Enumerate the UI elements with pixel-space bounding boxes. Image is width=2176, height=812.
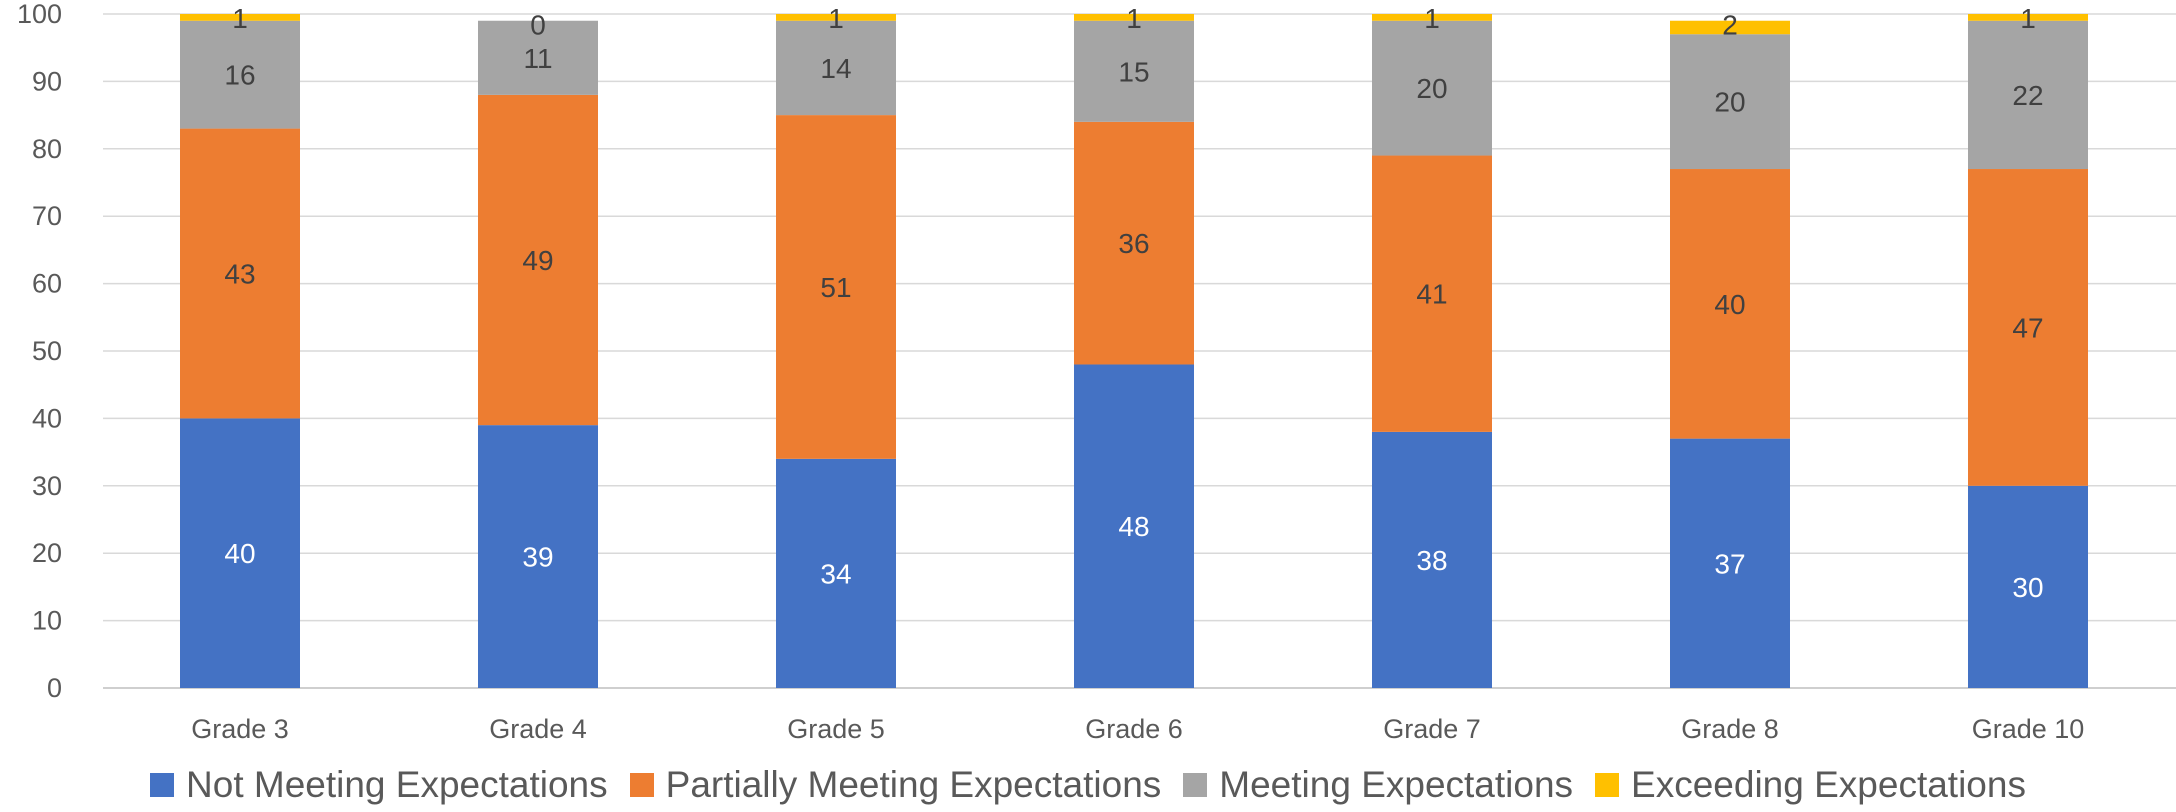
category-label: Grade 7 [1383, 714, 1481, 744]
bar-segment [478, 425, 598, 688]
legend: Not Meeting Expectations Partially Meetin… [0, 762, 2176, 808]
data-label: 40 [224, 538, 255, 569]
data-label: 41 [1416, 279, 1447, 310]
y-tick-label: 100 [17, 0, 62, 29]
bar-segment [776, 14, 896, 21]
y-axis-ticks: 0 10 20 30 40 50 60 70 80 90 100 [17, 0, 62, 703]
legend-item: Meeting Expectations [1183, 764, 1573, 806]
legend-swatch [150, 773, 175, 797]
y-tick-label: 10 [32, 606, 62, 636]
data-label: 11 [523, 43, 552, 74]
bar-segment [1670, 34, 1790, 170]
data-label: 36 [1118, 228, 1149, 259]
data-label: 1 [1126, 3, 1142, 34]
bar-segment [776, 20, 896, 116]
category-label: Grade 8 [1681, 714, 1779, 744]
bars [180, 14, 2088, 688]
y-tick-label: 40 [32, 403, 62, 433]
y-tick-label: 50 [32, 336, 62, 366]
data-label: 47 [2012, 312, 2043, 343]
bar-segment [776, 115, 896, 459]
bar-segment [1372, 155, 1492, 432]
bar-segment [1372, 14, 1492, 21]
bar-segment [1074, 364, 1194, 688]
data-label: 0 [530, 10, 546, 41]
data-label: 1 [1424, 3, 1440, 34]
y-tick-label: 20 [32, 538, 62, 568]
bar-segment [1074, 20, 1194, 122]
bar-segment [180, 14, 300, 21]
bar-segment [1968, 169, 2088, 486]
data-label: 1 [2020, 3, 2036, 34]
bar-segment [776, 458, 896, 688]
legend-label: Meeting Expectations [1219, 764, 1574, 805]
legend-label: Exceeding Expectations [1631, 764, 2026, 805]
y-tick-label: 80 [32, 134, 62, 164]
y-tick-label: 90 [32, 66, 62, 96]
data-label: 22 [2012, 80, 2043, 111]
data-label: 49 [522, 245, 553, 276]
bar-segment [180, 128, 300, 419]
legend-swatch [1183, 773, 1208, 797]
data-label: 40 [1714, 289, 1745, 320]
data-label: 34 [820, 558, 851, 589]
y-tick-label: 60 [32, 269, 62, 299]
legend-item: Not Meeting Expectations [150, 764, 608, 806]
data-label: 1 [828, 3, 844, 34]
legend-swatch [1595, 773, 1620, 797]
y-tick-label: 30 [32, 471, 62, 501]
legend-item: Exceeding Expectations [1595, 764, 2026, 806]
legend-swatch [629, 773, 654, 797]
data-label: 16 [224, 60, 255, 91]
bar-segment [1968, 485, 2088, 688]
y-tick-label: 70 [32, 201, 62, 231]
data-label: 20 [1714, 87, 1745, 118]
category-label: Grade 6 [1085, 714, 1183, 744]
legend-item: Partially Meeting Expectations [629, 764, 1162, 806]
category-label: Grade 4 [489, 714, 587, 744]
bar-segment [478, 94, 598, 426]
legend-label: Not Meeting Expectations [186, 764, 608, 805]
bar-segment [1670, 20, 1790, 35]
bar-segment [1372, 431, 1492, 688]
legend-label: Partially Meeting Expectations [665, 764, 1162, 805]
bar-segment [1968, 20, 2088, 170]
bar-segment [1372, 20, 1492, 156]
bar-segment [478, 20, 598, 95]
data-label: 1 [232, 3, 248, 34]
data-label: 14 [820, 53, 851, 84]
data-label: 39 [522, 542, 553, 573]
data-label: 48 [1118, 511, 1149, 542]
data-label: 20 [1416, 73, 1447, 104]
bar-segment [1074, 121, 1194, 365]
bar-segment [1074, 14, 1194, 21]
data-label: 37 [1714, 548, 1745, 579]
bar-segment [180, 418, 300, 688]
bar-segment [1670, 438, 1790, 688]
data-label: 51 [820, 272, 851, 303]
data-label: 30 [2012, 572, 2043, 603]
category-label: Grade 10 [1972, 714, 2085, 744]
data-label: 2 [1722, 10, 1738, 41]
data-label: 38 [1416, 545, 1447, 576]
category-label: Grade 5 [787, 714, 885, 744]
bar-segment [180, 20, 300, 129]
x-axis-categories: Grade 3 Grade 4 Grade 5 Grade 6 Grade 7 Grade… [191, 714, 2084, 744]
bar-segment [1968, 14, 2088, 21]
data-label: 15 [1118, 56, 1149, 87]
bar-segment [1670, 169, 1790, 439]
y-tick-label: 0 [47, 673, 62, 703]
category-label: Grade 3 [191, 714, 289, 744]
data-labels: 40 43 16 1 39 49 110 34 51 14 1 48 36 15 1 38 41 20 1 37 40 2… [224, 3, 2043, 603]
data-label: 43 [224, 258, 255, 289]
